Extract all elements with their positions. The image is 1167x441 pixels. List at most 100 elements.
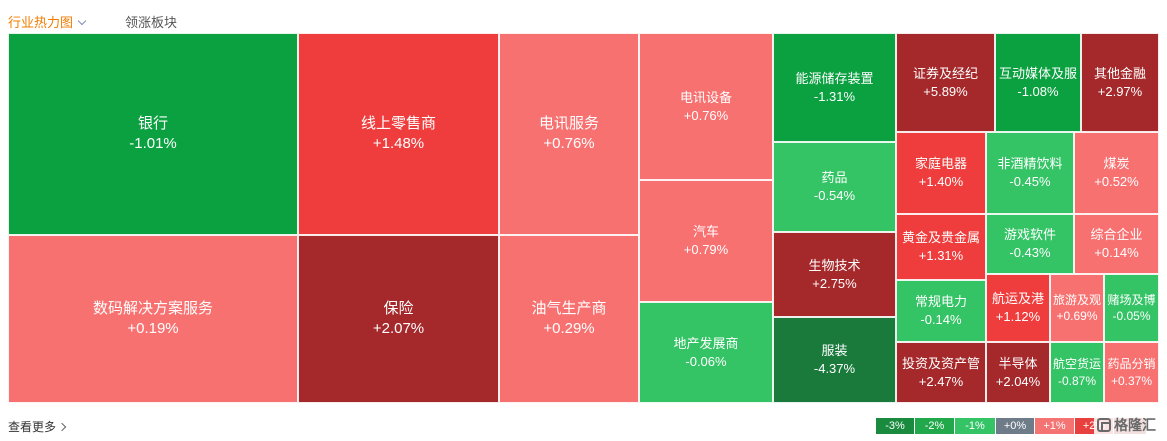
sector-tile[interactable]: 线上零售商 +1.48%: [298, 33, 499, 235]
sector-name: 银行: [137, 114, 168, 132]
sector-name: 保险: [383, 299, 414, 317]
view-more-link[interactable]: 查看更多: [8, 418, 67, 435]
sector-tile[interactable]: 家庭电器 +1.40%: [896, 132, 986, 214]
sector-name: 药品分销: [1107, 357, 1156, 372]
watermark-logo: 格隆汇: [1094, 414, 1159, 436]
sector-change: +0.69%: [1056, 309, 1098, 323]
tab-industry-heatmap[interactable]: 行业热力图: [8, 12, 87, 31]
sector-tile[interactable]: 互动媒体及服 -1.08%: [995, 33, 1081, 132]
sector-tile[interactable]: 电讯服务 +0.76%: [499, 33, 639, 235]
sector-name: 互动媒体及服: [998, 65, 1077, 81]
sector-change: -0.54%: [813, 188, 856, 203]
sector-change: -0.45%: [1009, 174, 1051, 189]
sector-change: +0.79%: [683, 242, 729, 257]
sector-tile[interactable]: 煤炭 +0.52%: [1074, 132, 1159, 214]
sector-change: +1.40%: [918, 174, 964, 189]
sector-change: +2.97%: [1097, 83, 1143, 99]
sector-name: 航空货运: [1052, 357, 1101, 372]
sector-tile[interactable]: 生物技术 +2.75%: [773, 232, 896, 317]
watermark-text: 格隆汇: [1114, 417, 1156, 433]
sector-name: 非酒精饮料: [997, 156, 1063, 172]
sector-tile[interactable]: 非酒精饮料 -0.45%: [986, 132, 1074, 214]
sector-tile[interactable]: 汽车 +0.79%: [639, 180, 773, 302]
sector-name: 黄金及贵金属: [901, 230, 980, 246]
sector-name: 地产发展商: [673, 335, 739, 351]
sector-name: 家庭电器: [914, 156, 967, 172]
sector-change: -0.05%: [1112, 309, 1151, 323]
sector-name: 综合企业: [1090, 227, 1143, 243]
logo-icon: [1097, 418, 1111, 432]
sector-change: +0.37%: [1110, 373, 1153, 388]
sector-tile[interactable]: 能源储存装置 -1.31%: [773, 33, 896, 142]
sector-change: +2.04%: [995, 373, 1041, 389]
sector-tile[interactable]: 投资及资产管 +2.47%: [896, 342, 986, 403]
sector-name: 生物技术: [808, 257, 861, 273]
sector-change: -1.08%: [1017, 83, 1059, 99]
sector-change: +0.76%: [683, 107, 729, 123]
legend-swatch: +0%: [996, 418, 1034, 434]
sector-change: -4.37%: [813, 361, 856, 376]
sector-tile[interactable]: 药品 -0.54%: [773, 142, 896, 232]
sector-change: +1.48%: [372, 135, 425, 152]
sector-name: 汽车: [692, 224, 719, 240]
sector-name: 药品: [821, 170, 848, 186]
sector-tile[interactable]: 游戏软件 -0.43%: [986, 214, 1074, 274]
sector-change: +2.75%: [812, 275, 857, 291]
sector-tile[interactable]: 银行 -1.01%: [8, 33, 298, 235]
sector-change: +2.47%: [918, 373, 964, 389]
sector-tile[interactable]: 常规电力 -0.14%: [896, 280, 986, 342]
sector-tile[interactable]: 航运及港 +1.12%: [986, 274, 1050, 342]
sector-tile[interactable]: 其他金融 +2.97%: [1081, 33, 1159, 132]
sector-name: 服装: [821, 343, 848, 359]
sector-tile[interactable]: 油气生产商 +0.29%: [499, 235, 639, 403]
tab-leading-sectors[interactable]: 领涨板块: [125, 15, 178, 30]
sector-change: -1.31%: [813, 88, 856, 104]
sector-name: 煤炭: [1103, 156, 1130, 172]
sector-name: 赌场及博: [1107, 292, 1156, 307]
sector-name: 能源储存装置: [795, 70, 874, 86]
sector-tile[interactable]: 保险 +2.07%: [298, 235, 499, 403]
sector-name: 常规电力: [914, 294, 967, 310]
sector-name: 数码解决方案服务: [92, 299, 213, 317]
sector-change: +1.12%: [995, 309, 1041, 324]
sector-change: -0.43%: [1009, 245, 1051, 260]
legend-swatch: +1%: [1035, 418, 1074, 434]
sector-tile[interactable]: 赌场及博 -0.05%: [1104, 274, 1159, 342]
sector-change: +0.19%: [127, 320, 179, 337]
sector-name: 证券及经纪: [912, 65, 978, 81]
sector-change: +0.76%: [543, 135, 595, 152]
legend-swatch: -1%: [955, 418, 995, 434]
sector-tile[interactable]: 药品分销 +0.37%: [1104, 342, 1159, 403]
sector-name: 油气生产商: [531, 299, 607, 317]
sector-name: 半导体: [998, 355, 1038, 371]
sector-change: -0.06%: [685, 353, 727, 369]
sector-name: 投资及资产管: [901, 355, 980, 371]
sector-tile[interactable]: 地产发展商 -0.06%: [639, 302, 773, 403]
sector-name: 其他金融: [1093, 65, 1146, 81]
chevron-right-icon: [57, 422, 67, 432]
legend-swatch: -3%: [876, 418, 914, 434]
sector-tile[interactable]: 旅游及观 +0.69%: [1050, 274, 1104, 342]
sector-name: 线上零售商: [360, 114, 436, 132]
sector-name: 航运及港: [991, 291, 1044, 307]
sector-change: +1.31%: [918, 248, 964, 263]
sector-tile[interactable]: 半导体 +2.04%: [986, 342, 1050, 403]
sector-name: 游戏软件: [1003, 227, 1056, 243]
tab-industry-heatmap-label: 行业热力图: [8, 15, 74, 30]
sector-tile[interactable]: 服装 -4.37%: [773, 317, 896, 403]
sector-tile[interactable]: 综合企业 +0.14%: [1074, 214, 1159, 274]
sector-change: +2.07%: [372, 320, 425, 337]
sector-name: 电讯服务: [538, 114, 599, 132]
sector-change: -0.87%: [1057, 373, 1097, 388]
sector-name: 旅游及观: [1052, 292, 1101, 307]
sector-tile[interactable]: 黄金及贵金属 +1.31%: [896, 214, 986, 280]
sector-change: -1.01%: [129, 135, 177, 152]
sector-tile[interactable]: 证券及经纪 +5.89%: [896, 33, 995, 132]
legend-swatch: -2%: [915, 418, 954, 434]
sector-tile[interactable]: 数码解决方案服务 +0.19%: [8, 235, 298, 403]
sector-change: +0.29%: [543, 320, 595, 337]
sector-tile[interactable]: 航空货运 -0.87%: [1050, 342, 1104, 403]
sector-change: +0.52%: [1094, 174, 1139, 189]
sector-tile[interactable]: 电讯设备 +0.76%: [639, 33, 773, 180]
